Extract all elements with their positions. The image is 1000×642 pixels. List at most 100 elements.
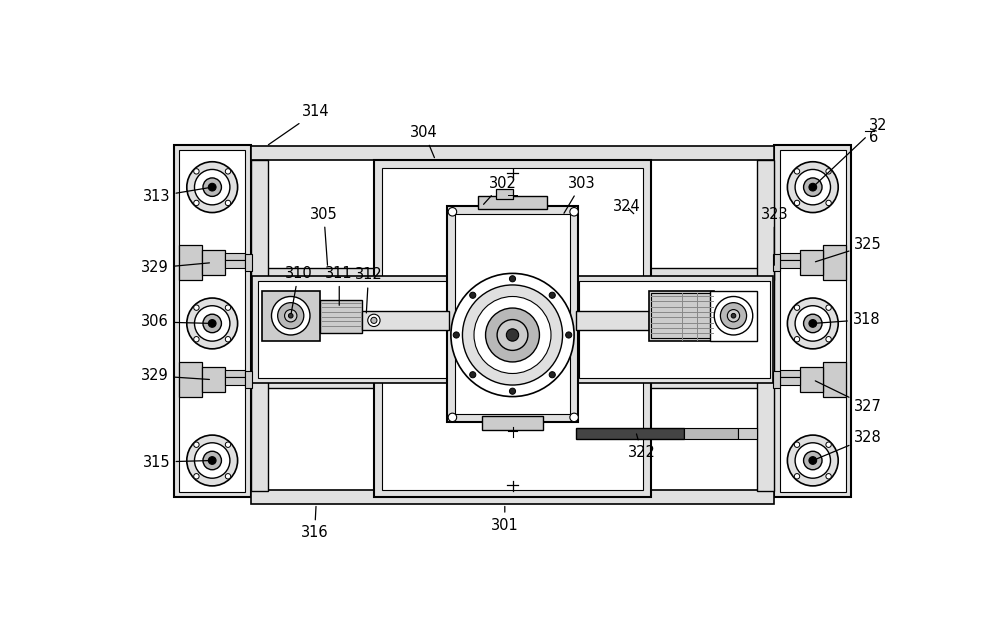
Bar [174, 145, 251, 498]
Text: 302: 302 [484, 176, 516, 204]
Text: 306: 306 [141, 315, 209, 329]
Circle shape [453, 332, 459, 338]
Bar [202, 250, 225, 275]
Bar [202, 367, 225, 392]
Circle shape [194, 442, 199, 447]
Circle shape [549, 292, 555, 299]
Circle shape [804, 178, 822, 196]
Circle shape [794, 169, 800, 174]
Bar [362, 311, 449, 329]
Bar [684, 428, 738, 439]
Bar [780, 260, 800, 268]
Bar [800, 250, 823, 275]
Circle shape [809, 320, 817, 327]
Bar [780, 252, 800, 260]
Circle shape [787, 435, 838, 486]
Circle shape [187, 298, 238, 349]
Text: 303: 303 [564, 176, 596, 213]
Circle shape [714, 297, 753, 335]
Bar [262, 291, 320, 341]
Bar [780, 377, 800, 385]
Bar [823, 362, 846, 397]
Bar [374, 160, 651, 498]
Circle shape [194, 169, 230, 205]
Text: 325: 325 [815, 238, 882, 262]
Bar [738, 428, 757, 439]
Text: 313: 313 [143, 187, 209, 204]
Circle shape [794, 200, 800, 205]
Text: 327: 327 [815, 381, 882, 414]
Text: 304: 304 [410, 125, 438, 158]
Circle shape [794, 336, 800, 342]
Circle shape [804, 451, 822, 470]
Circle shape [194, 306, 230, 341]
Circle shape [448, 207, 457, 216]
Bar [382, 168, 643, 490]
Circle shape [187, 162, 238, 213]
Circle shape [549, 372, 555, 377]
Bar [780, 370, 800, 377]
Circle shape [203, 178, 221, 196]
Circle shape [208, 456, 216, 464]
Bar [773, 254, 780, 271]
Text: 322: 322 [628, 434, 656, 460]
Bar [710, 291, 757, 341]
Circle shape [470, 372, 476, 377]
Text: 310: 310 [285, 266, 312, 313]
Circle shape [809, 184, 817, 191]
Bar [573, 275, 773, 383]
Circle shape [208, 320, 216, 327]
Bar [225, 377, 245, 385]
Text: 314: 314 [268, 104, 330, 144]
Circle shape [720, 302, 747, 329]
Circle shape [727, 309, 740, 322]
Circle shape [804, 314, 822, 333]
Circle shape [795, 169, 831, 205]
Text: 328: 328 [815, 430, 882, 460]
Circle shape [278, 302, 304, 329]
Circle shape [826, 169, 831, 174]
Circle shape [194, 305, 199, 310]
Circle shape [194, 169, 199, 174]
Circle shape [371, 317, 377, 324]
Bar [773, 371, 780, 388]
Circle shape [509, 388, 516, 394]
Bar [780, 150, 846, 492]
Circle shape [225, 305, 231, 310]
Circle shape [285, 309, 297, 322]
Circle shape [225, 200, 231, 205]
Circle shape [470, 292, 476, 299]
Circle shape [509, 275, 516, 282]
Bar [251, 376, 774, 388]
Text: 301: 301 [491, 507, 519, 533]
Bar [225, 252, 245, 260]
Circle shape [474, 297, 551, 374]
Circle shape [826, 474, 831, 479]
Circle shape [570, 413, 578, 422]
Text: 305: 305 [310, 207, 338, 265]
Text: 329: 329 [141, 369, 209, 383]
Text: 316: 316 [301, 507, 328, 541]
Circle shape [506, 329, 519, 341]
Text: 324: 324 [613, 199, 640, 214]
Circle shape [225, 474, 231, 479]
Circle shape [826, 336, 831, 342]
Circle shape [794, 474, 800, 479]
Bar [225, 260, 245, 268]
Circle shape [194, 443, 230, 478]
Bar [251, 268, 774, 281]
Bar [251, 490, 774, 503]
Bar [455, 214, 570, 414]
Circle shape [794, 442, 800, 447]
Bar [496, 189, 512, 199]
Circle shape [203, 451, 221, 470]
Text: 315: 315 [143, 455, 209, 469]
Circle shape [194, 200, 199, 205]
Circle shape [566, 332, 572, 338]
Circle shape [225, 336, 231, 342]
Bar [320, 300, 362, 333]
Bar [179, 245, 202, 279]
Circle shape [794, 305, 800, 310]
Bar [258, 281, 449, 378]
Circle shape [288, 313, 293, 318]
